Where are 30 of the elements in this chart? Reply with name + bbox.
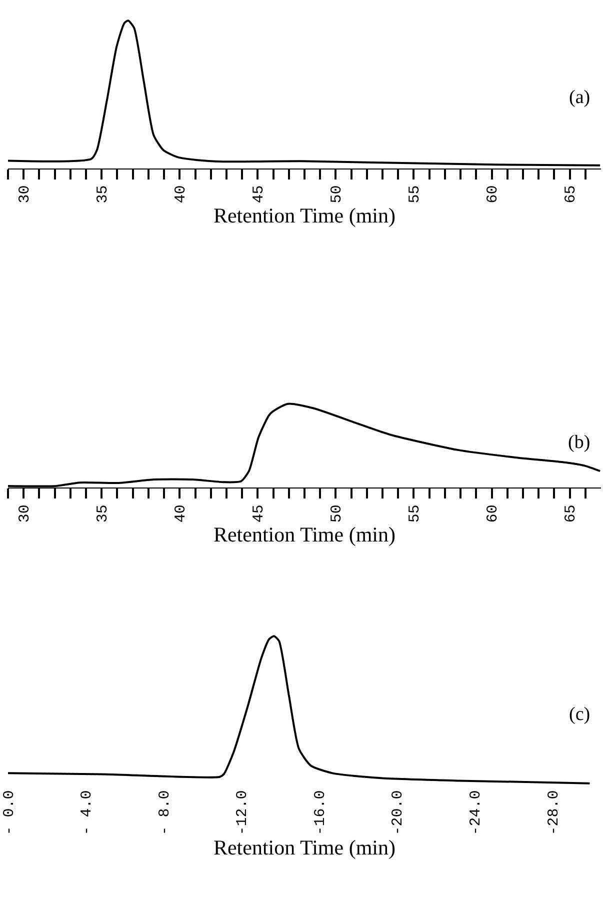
x-tick-label: 55: [406, 185, 424, 204]
x-tick-label: 50: [328, 185, 346, 204]
x-tick-label: 30: [16, 185, 34, 204]
x-tick-label: 55: [406, 504, 424, 523]
x-tick-label: 60: [484, 504, 502, 523]
x-tick-label: -12.0: [234, 790, 252, 836]
x-tick-label: 30: [16, 504, 34, 523]
x-tick-label: 45: [250, 185, 268, 204]
x-tick-label: - 8.0: [156, 790, 174, 836]
annotation: (a): [569, 87, 590, 108]
x-tick-label: 45: [250, 504, 268, 523]
x-axis-title: Retention Time (min): [213, 835, 396, 860]
x-tick-label: 65: [562, 504, 580, 523]
x-tick-label: 35: [94, 504, 112, 523]
x-tick-label: -20.0: [390, 790, 407, 836]
x-tick-label: 60: [484, 185, 502, 204]
x-tick-label: -24.0: [467, 790, 484, 836]
x-tick-label: -16.0: [312, 790, 329, 836]
x-tick-label: 65: [562, 185, 580, 204]
x-axis-title: Retention Time (min): [213, 522, 396, 547]
x-tick-label: 50: [328, 504, 346, 523]
x-tick-label: - 0.0: [0, 790, 18, 836]
annotation: (b): [568, 432, 590, 453]
x-tick-label: - 4.0: [78, 790, 96, 836]
x-tick-label: 35: [94, 185, 112, 204]
annotation: (c): [569, 704, 590, 725]
x-tick-label: 40: [172, 504, 190, 523]
x-tick-label: -28.0: [545, 790, 562, 836]
x-axis-title: Retention Time (min): [213, 203, 396, 228]
x-tick-label: 40: [172, 185, 190, 204]
